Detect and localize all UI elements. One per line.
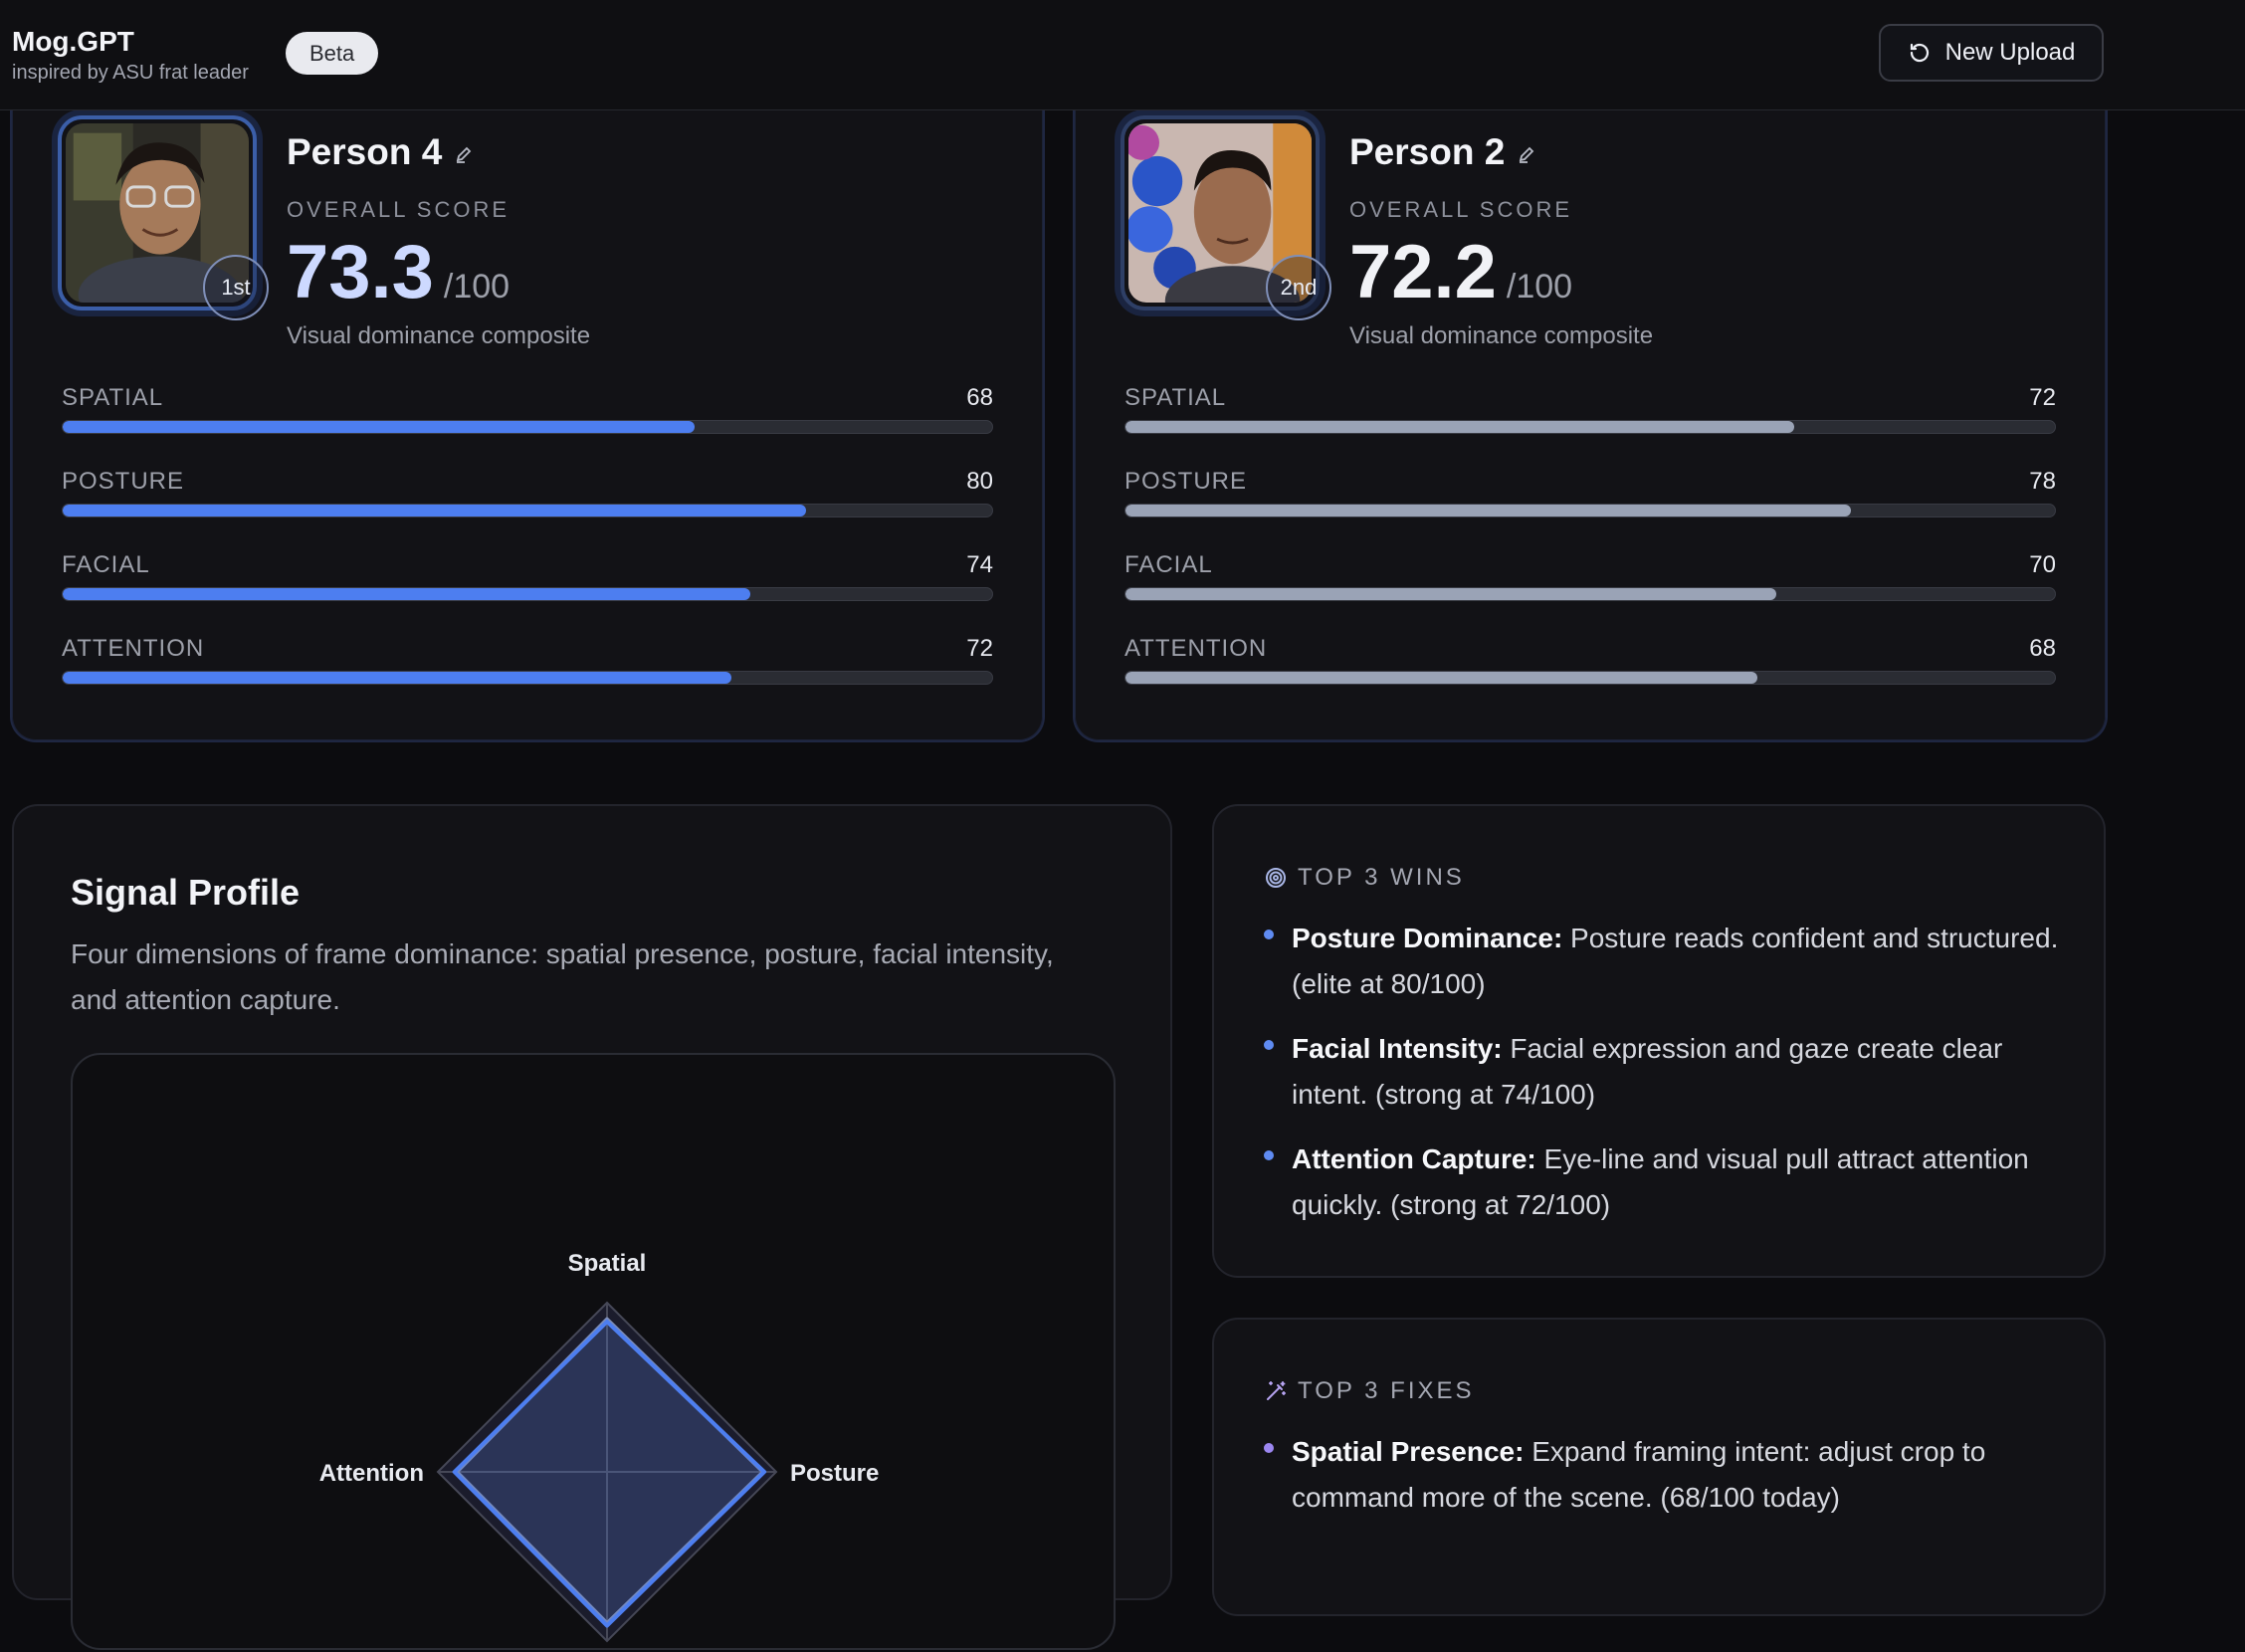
edit-pencil-icon[interactable]	[1517, 144, 1536, 164]
metric-bar-fill	[1125, 505, 1851, 516]
top-wins-header: TOP 3 WINS	[1264, 864, 1465, 892]
composite-label: Visual dominance composite	[287, 322, 591, 349]
metric-bar-track	[1124, 671, 2056, 685]
metric-label: SPATIAL	[62, 384, 164, 411]
metric-bar-track	[1124, 420, 2056, 434]
beta-badge: Beta	[286, 32, 379, 75]
metric-bar-fill	[1125, 421, 1795, 433]
metric-bar-track	[62, 504, 993, 517]
item-heading: Spatial Presence:	[1292, 1436, 1525, 1467]
person-card-1: 1st Person 4 OVERALL SCORE 73.3/100 Visu…	[10, 80, 1045, 742]
metric-bar-fill	[63, 672, 732, 684]
metric-value: 80	[966, 468, 993, 495]
refresh-icon	[1910, 43, 1929, 63]
metric-value: 74	[966, 551, 993, 578]
person-name[interactable]: Person 4	[287, 131, 474, 173]
rank-badge: 1st	[203, 255, 269, 320]
radar-chart: SpatialPostureFacialAttention	[71, 1053, 1116, 1650]
person-name-text: Person 4	[287, 131, 443, 172]
metric-label: FACIAL	[1124, 551, 1213, 578]
top-wins-title: TOP 3 WINS	[1298, 864, 1465, 891]
target-icon	[1266, 868, 1286, 888]
metric-bar-fill	[1125, 672, 1758, 684]
metric-label: ATTENTION	[62, 635, 205, 662]
signal-profile-description: Four dimensions of frame dominance: spat…	[71, 938, 1054, 1015]
radar-axis-label: Posture	[790, 1460, 879, 1487]
top-wins-card: TOP 3 WINS Posture Dominance: Posture re…	[1212, 804, 2106, 1278]
item-heading: Facial Intensity:	[1292, 1033, 1503, 1064]
bullet-dot	[1264, 1040, 1274, 1050]
person-photo	[66, 123, 249, 303]
brand-title[interactable]: Mog.GPT	[12, 26, 134, 57]
score-value: 73.3	[287, 230, 434, 314]
overall-score: 73.3/100	[287, 229, 510, 315]
score-max: /100	[443, 268, 510, 306]
radar-axis-label: Spatial	[568, 1250, 647, 1277]
metric-value: 68	[966, 384, 993, 411]
metric-label: FACIAL	[62, 551, 150, 578]
metric-bar-track	[62, 587, 993, 601]
score-max: /100	[1506, 268, 1573, 306]
brand-tagline: inspired by ASU frat leader	[12, 62, 249, 84]
radar-series-person-4	[452, 1320, 767, 1628]
edit-pencil-icon[interactable]	[454, 144, 474, 164]
metric-label: POSTURE	[62, 468, 185, 495]
list-item: Spatial Presence: Expand framing intent:…	[1264, 1429, 2060, 1521]
new-upload-label: New Upload	[1944, 39, 2076, 66]
item-text: Posture reads confident and structured. …	[1292, 923, 2059, 999]
metric-value: 72	[966, 635, 993, 662]
metric-bar-track	[62, 671, 993, 685]
radar-svg: SpatialPostureFacialAttention	[319, 1250, 879, 1643]
score-value: 72.2	[1349, 230, 1497, 314]
metric-value: 78	[2029, 468, 2056, 495]
metric-bar-fill	[63, 505, 807, 516]
item-text: Expand framing intent: adjust crop to co…	[1292, 1436, 1986, 1513]
metric-value: 68	[2029, 635, 2056, 662]
signal-profile-card: Signal Profile Four dimensions of frame …	[12, 804, 1172, 1650]
overall-score: 72.2/100	[1349, 229, 1572, 315]
bullet-dot	[1264, 1443, 1274, 1453]
top-fixes-list: Spatial Presence: Expand framing intent:…	[1264, 1429, 2060, 1540]
list-item: Attention Capture: Eye-line and visual p…	[1264, 1136, 2060, 1228]
list-item: Posture Dominance: Posture reads confide…	[1264, 916, 2060, 1007]
metric-bar-track	[1124, 504, 2056, 517]
metric-value: 72	[2029, 384, 2056, 411]
item-text: Facial expression and gaze create clear …	[1292, 1033, 2003, 1110]
avatar[interactable]: 1st	[58, 115, 269, 320]
metric-bar-fill	[1125, 588, 1776, 600]
item-heading: Attention Capture:	[1292, 1143, 1536, 1174]
metric-bar-track	[62, 420, 993, 434]
list-item: Facial Intensity: Facial expression and …	[1264, 1026, 2060, 1118]
top-fixes-header: TOP 3 FIXES	[1264, 1377, 1475, 1405]
new-upload-button[interactable]: New Upload	[1879, 24, 2104, 82]
signal-profile-title: Signal Profile	[71, 872, 301, 913]
radar-axis-label: Attention	[319, 1460, 424, 1487]
person-card-2: 2nd Person 2 OVERALL SCORE 72.2/100 Visu…	[1073, 80, 2108, 742]
metric-label: POSTURE	[1124, 468, 1248, 495]
item-text: Eye-line and visual pull attract attenti…	[1292, 1143, 2029, 1220]
avatar[interactable]: 2nd	[1121, 115, 1331, 320]
person-name[interactable]: Person 2	[1349, 131, 1536, 173]
metric-label: ATTENTION	[1124, 635, 1268, 662]
top-fixes-card: TOP 3 FIXES Spatial Presence: Expand fra…	[1212, 1318, 2106, 1616]
top-bar: Mog.GPT inspired by ASU frat leader Beta…	[0, 0, 2245, 110]
bullet-dot	[1264, 1150, 1274, 1160]
overall-score-label: OVERALL SCORE	[1349, 197, 1573, 222]
composite-label: Visual dominance composite	[1349, 322, 1654, 349]
rank-badge: 2nd	[1266, 255, 1331, 320]
top-wins-list: Posture Dominance: Posture reads confide…	[1264, 916, 2060, 1247]
metric-label: SPATIAL	[1124, 384, 1227, 411]
metric-bar-fill	[63, 588, 751, 600]
magic-wand-icon	[1267, 1381, 1286, 1400]
metric-bar-track	[1124, 587, 2056, 601]
overall-score-label: OVERALL SCORE	[287, 197, 510, 222]
top-fixes-title: TOP 3 FIXES	[1298, 1377, 1475, 1404]
metric-value: 70	[2029, 551, 2056, 578]
metric-bar-fill	[63, 421, 696, 433]
bullet-dot	[1264, 929, 1274, 939]
person-name-text: Person 2	[1349, 131, 1506, 172]
item-heading: Posture Dominance:	[1292, 923, 1563, 953]
